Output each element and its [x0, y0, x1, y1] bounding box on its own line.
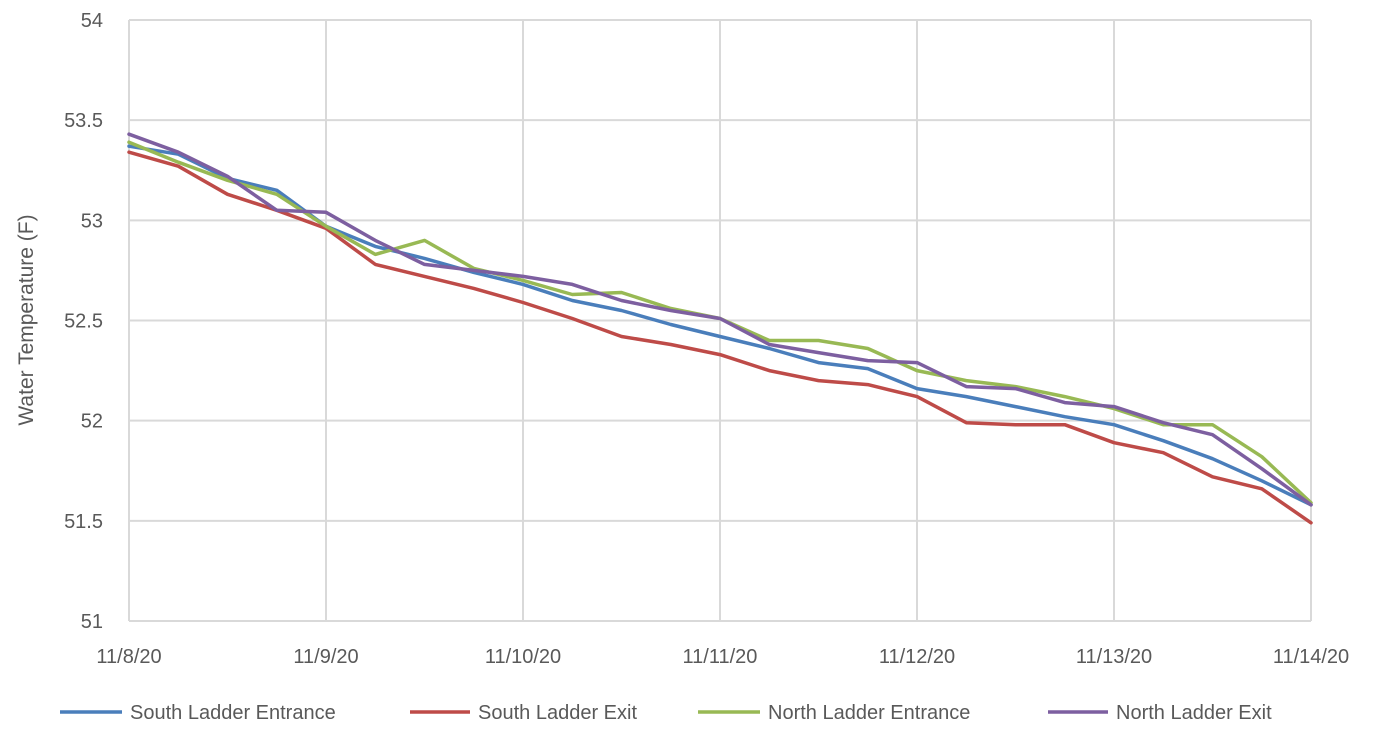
y-tick-label: 52.5 — [64, 311, 103, 333]
gridlines — [128, 19, 1312, 622]
legend-label: South Ladder Exit — [478, 702, 637, 724]
x-tick-label: 11/8/20 — [96, 646, 161, 668]
y-tick-label: 51 — [81, 611, 103, 633]
legend-label: North Ladder Exit — [1116, 702, 1272, 724]
y-tick-label: 54 — [81, 10, 103, 32]
series-lines — [127, 132, 1313, 525]
x-axis-ticks: 11/8/20 11/9/20 11/10/20 11/11/20 11/12/20 11… — [96, 646, 1349, 668]
x-tick-label: 11/13/20 — [1076, 646, 1152, 668]
series-line-north-ladder-exit — [127, 132, 1313, 507]
y-tick-label: 52 — [81, 411, 103, 433]
y-tick-label: 53 — [81, 210, 103, 232]
legend: South Ladder Entrance South Ladder Exit No… — [60, 702, 1272, 724]
y-tick-label: 53.5 — [64, 110, 103, 132]
y-tick-label: 51.5 — [64, 511, 103, 533]
y-axis-ticks: 51 51.5 52 52.5 53 53.5 54 — [64, 10, 103, 633]
legend-label: North Ladder Entrance — [768, 702, 970, 724]
x-tick-label: 11/11/20 — [683, 646, 758, 668]
x-tick-label: 11/10/20 — [485, 646, 561, 668]
y-axis-title: Water Temperature (F) — [15, 214, 38, 425]
x-tick-label: 11/12/20 — [879, 646, 955, 668]
x-tick-label: 11/14/20 — [1273, 646, 1349, 668]
x-tick-label: 11/9/20 — [293, 646, 358, 668]
legend-label: South Ladder Entrance — [130, 702, 336, 724]
